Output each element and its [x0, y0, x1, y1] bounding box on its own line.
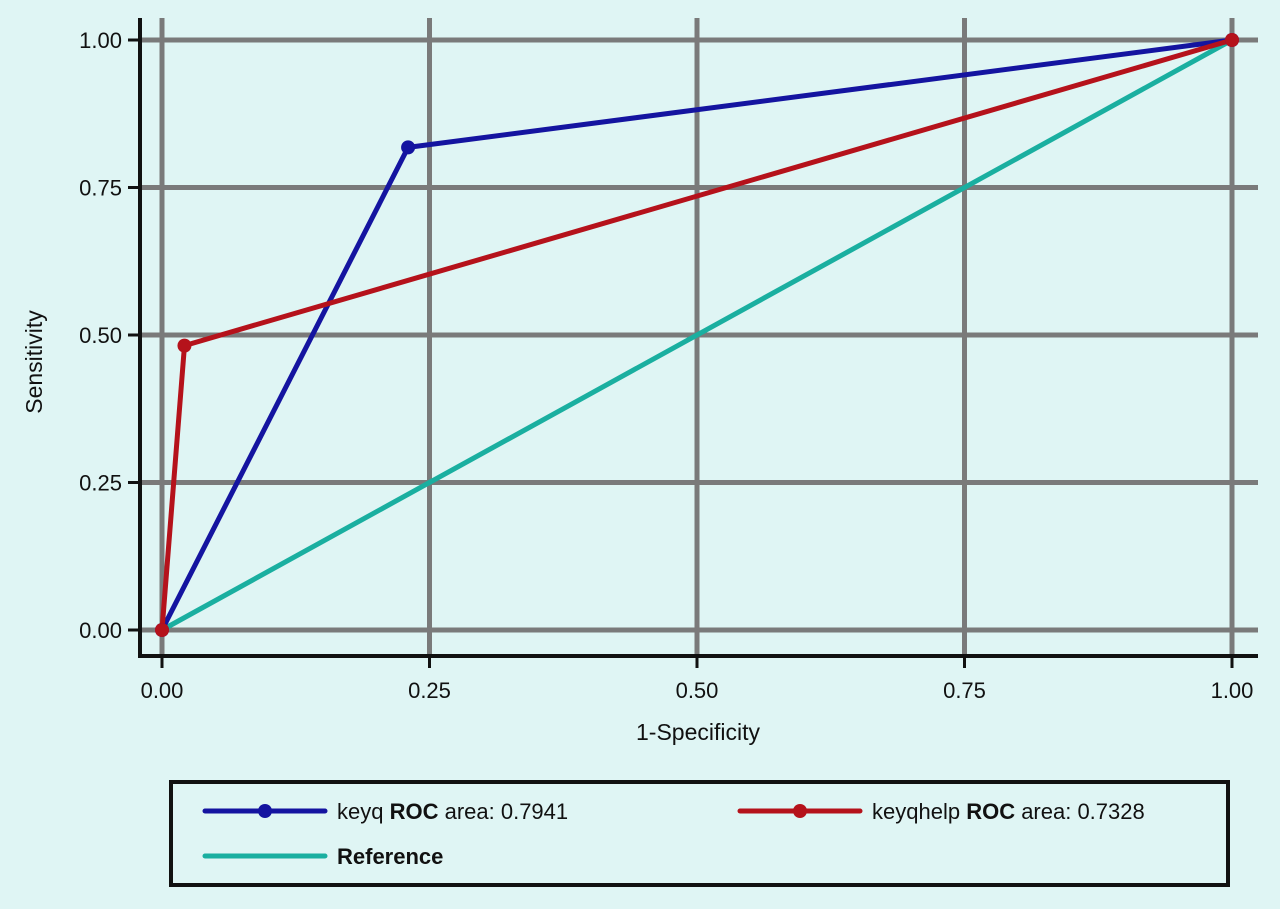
x-tick-label-1: 0.25	[408, 678, 451, 703]
legend-label-keyqhelp: keyqhelp ROC area: 0.7328	[872, 799, 1145, 824]
x-axis-title: 1-Specificity	[636, 719, 760, 745]
legend-label-keyq: keyq ROC area: 0.7941	[337, 799, 568, 824]
x-tick-label-0: 0.00	[141, 678, 184, 703]
legend-box	[169, 780, 1230, 887]
series-point-keyq-1	[401, 140, 416, 155]
series-point-keyqhelp-1	[177, 338, 192, 353]
series-point-keyqhelp-2	[1225, 33, 1239, 47]
legend-label-reference: Reference	[337, 844, 443, 869]
x-tick-label-2: 0.50	[676, 678, 719, 703]
legend: keyq ROC area: 0.7941 keyqhelp ROC area: …	[169, 780, 1230, 887]
series-line-reference	[159, 37, 1235, 633]
y-tick-label-2: 0.50	[79, 323, 122, 348]
legend-marker-keyqhelp	[793, 804, 807, 818]
y-tick-label-4: 1.00	[79, 28, 122, 53]
axes: 0.00 0.25 0.50 0.75 1.00 0.00 0.25 0.50 0.75 1.00	[79, 18, 1258, 703]
x-tick-label-3: 0.75	[943, 678, 986, 703]
series-layer	[155, 33, 1239, 637]
y-axis-title: Sensitivity	[21, 310, 47, 414]
y-tick-label-1: 0.25	[79, 471, 122, 496]
y-tick-label-0: 0.00	[79, 618, 122, 643]
y-tick-label-3: 0.75	[79, 176, 122, 201]
series-point-keyqhelp-0	[155, 623, 169, 637]
x-tick-label-4: 1.00	[1211, 678, 1254, 703]
legend-marker-keyq	[258, 804, 272, 818]
